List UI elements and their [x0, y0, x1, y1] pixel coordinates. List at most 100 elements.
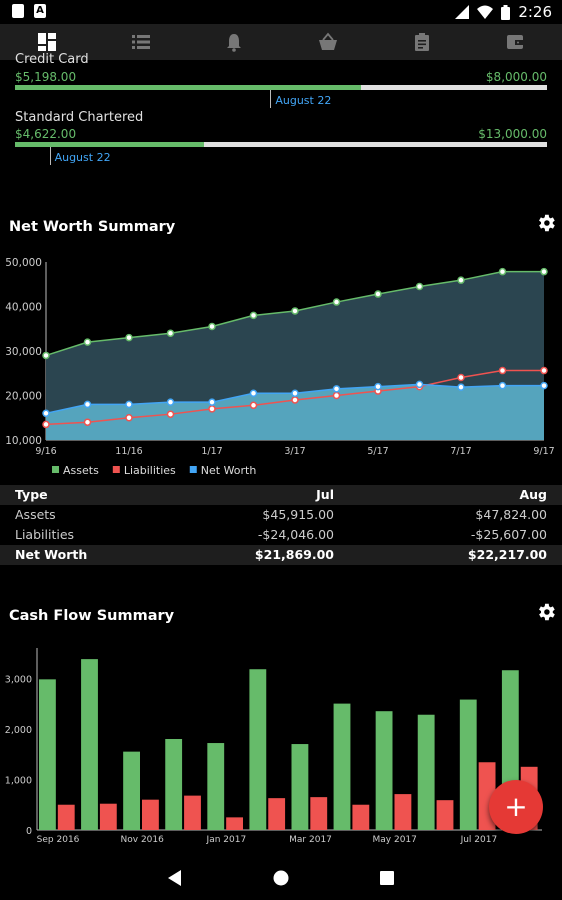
x-tick-label: 5/17 — [367, 446, 388, 457]
account-progress-bar — [15, 85, 547, 90]
table-header: Type Jul Aug — [0, 485, 562, 505]
data-point — [415, 380, 424, 389]
data-point — [291, 389, 299, 398]
tab-clipboard[interactable] — [375, 24, 469, 60]
data-point — [166, 329, 175, 337]
tab-wallet[interactable] — [468, 24, 562, 60]
income-bar — [459, 699, 477, 830]
account-balance: $5,198.00 — [15, 70, 77, 84]
tab-list[interactable] — [94, 24, 188, 60]
income-bar — [333, 703, 351, 830]
recents-icon[interactable] — [379, 870, 395, 886]
data-point — [540, 267, 548, 276]
system-nav-bar — [0, 855, 562, 900]
wifi-icon — [477, 5, 494, 19]
net-worth-table: Type Jul Aug Assets $45,915.00 $47,824.0… — [0, 485, 562, 565]
x-tick-label: 9/17 — [533, 446, 554, 457]
data-point — [125, 333, 133, 342]
top-nav — [0, 24, 562, 60]
y-tick-label: 0 — [26, 826, 32, 837]
add-fab-button[interactable]: + — [489, 780, 543, 834]
net-worth-settings-gear-icon[interactable] — [535, 212, 557, 234]
battery-icon — [501, 4, 511, 20]
table-row: Assets $45,915.00 $47,824.00 — [0, 505, 562, 525]
row-aug-value: $22,217.00 — [467, 547, 547, 562]
data-point — [83, 418, 92, 426]
account-limit: $13,000.00 — [478, 127, 547, 141]
income-bar — [249, 669, 267, 830]
data-point — [208, 398, 216, 406]
row-jul-value: $21,869.00 — [254, 547, 334, 562]
income-bar — [39, 679, 56, 830]
y-tick-label: 30,000 — [5, 346, 42, 358]
data-point — [415, 282, 424, 291]
data-point — [332, 391, 341, 400]
legend-swatch — [52, 466, 59, 473]
data-point — [125, 414, 133, 422]
data-point — [291, 307, 299, 315]
income-bar — [123, 751, 140, 830]
row-label: Net Worth — [15, 547, 88, 562]
net-worth-title: Net Worth Summary — [9, 219, 176, 235]
data-point — [249, 401, 258, 410]
date-marker-label: August 22 — [54, 151, 111, 164]
data-point — [540, 366, 548, 375]
plus-icon: + — [504, 790, 528, 823]
net-worth-chart: 10,000 20,000 30,000 40,000 50,000 9/16 11/16 1… — [5, 257, 554, 477]
x-tick-label: Jul 2017 — [460, 835, 498, 845]
data-point — [208, 322, 216, 331]
tab-dashboard[interactable] — [0, 24, 94, 60]
bell-icon — [227, 34, 242, 52]
cash-flow-settings-gear-icon[interactable] — [535, 601, 557, 623]
x-tick-label: Jan 2017 — [206, 835, 247, 845]
data-point — [498, 267, 507, 276]
legend-label: Liabilities — [124, 464, 176, 477]
tab-reminders[interactable] — [187, 24, 281, 60]
y-tick-label: 1,000 — [5, 775, 32, 786]
x-tick-label: 11/16 — [115, 446, 142, 457]
date-marker — [270, 90, 272, 108]
sd-card-icon — [12, 4, 24, 18]
income-bar — [417, 714, 435, 830]
status-bar: A 2:26 — [0, 0, 562, 24]
account-balance: $4,622.00 — [15, 127, 77, 141]
home-icon[interactable] — [273, 870, 289, 886]
data-point — [83, 338, 92, 346]
data-point — [332, 298, 341, 306]
income-bar — [81, 659, 98, 830]
expense-bar — [57, 804, 75, 830]
legend-swatch — [189, 466, 197, 473]
cash-flow-chart: 0 1,000 2,000 3,000 Sep 2016 Nov 2016 Jan 2017… — [5, 648, 542, 845]
expense-bar — [394, 794, 412, 830]
expense-bar — [436, 800, 454, 830]
data-point — [166, 398, 175, 406]
back-icon[interactable] — [167, 869, 183, 886]
data-point — [498, 381, 507, 390]
data-point — [374, 382, 382, 391]
data-point — [208, 405, 216, 413]
account-name: Credit Card — [15, 52, 89, 67]
legend-swatch — [112, 466, 120, 473]
y-tick-label: 2,000 — [5, 725, 32, 736]
col-jul-header: Jul — [316, 487, 334, 502]
data-point — [540, 381, 548, 390]
expense-bar — [268, 798, 286, 830]
account-limit: $8,000.00 — [485, 70, 547, 84]
expense-bar — [352, 804, 370, 830]
account-name: Standard Chartered — [15, 110, 144, 125]
expense-bar — [226, 817, 243, 830]
list-icon — [131, 35, 150, 49]
income-bar — [165, 739, 183, 830]
data-point — [457, 373, 465, 382]
row-jul-value: $45,915.00 — [262, 507, 334, 522]
data-point — [498, 366, 507, 375]
expense-bar — [310, 797, 328, 830]
row-jul-value: -$24,046.00 — [257, 527, 334, 542]
progress-fill — [15, 85, 361, 90]
clipboard-icon — [414, 33, 429, 51]
date-marker-label: August 22 — [275, 94, 332, 107]
x-tick-label: 3/17 — [284, 446, 305, 457]
legend-label: Assets — [63, 464, 99, 477]
col-aug-header: Aug — [519, 487, 547, 502]
tab-shopping[interactable] — [281, 24, 375, 60]
